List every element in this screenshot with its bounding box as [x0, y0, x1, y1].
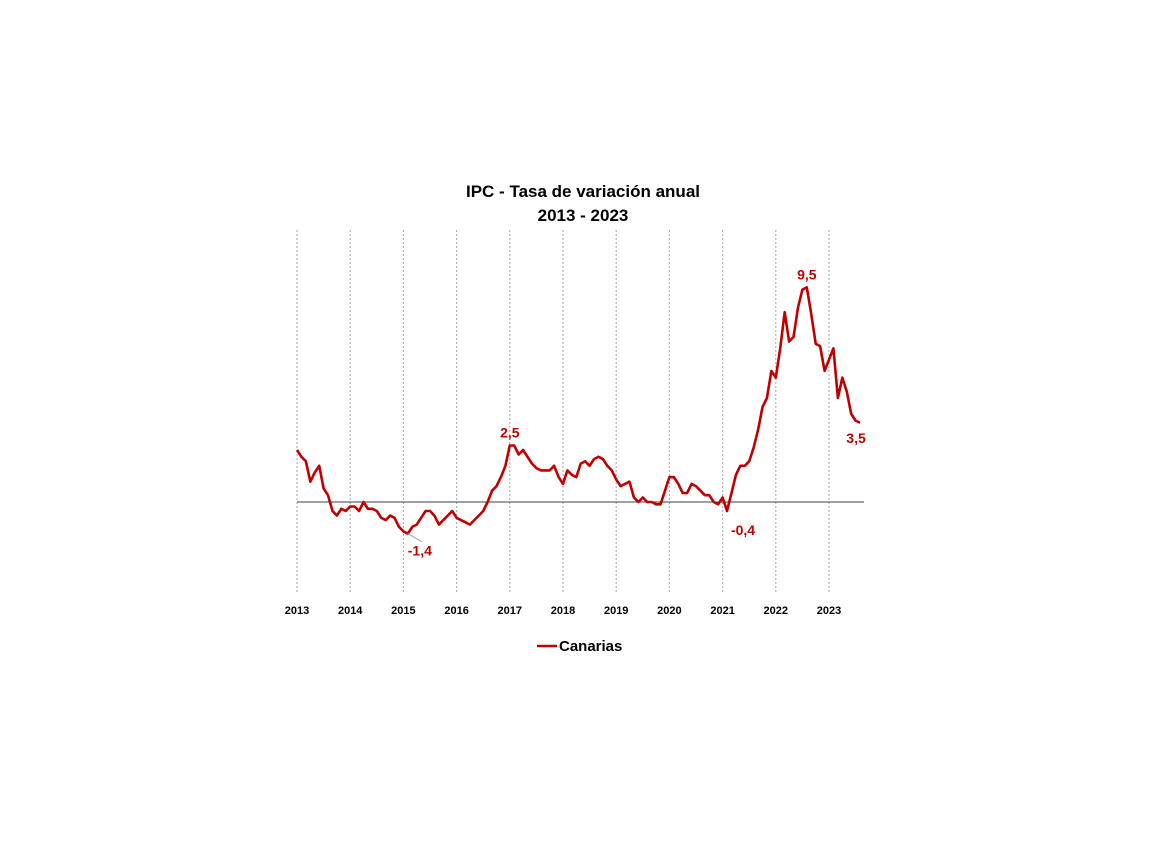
x-tick-label: 2015 [391, 605, 415, 617]
x-tick-label: 2020 [657, 605, 681, 617]
data-label: 2,5 [500, 425, 520, 441]
x-tick-label: 2013 [285, 605, 309, 617]
legend-label-canarias: Canarias [559, 638, 622, 655]
x-tick-label: 2021 [710, 605, 734, 617]
chart-subtitle: 2013 - 2023 [538, 206, 629, 225]
x-tick-label: 2017 [498, 605, 522, 617]
annotation-leader [407, 533, 423, 543]
gridlines [296, 230, 830, 592]
data-label: 3,5 [846, 430, 866, 446]
x-axis-ticks: 2013 2014 2015 2016 2017 2018 2019 2020 2021 2022… [285, 605, 841, 617]
data-label: -0,4 [731, 522, 755, 538]
annotations: -1,4 2,5 -0,4 9,5 3,5 [407, 266, 866, 559]
data-label: 9,5 [797, 266, 817, 282]
data-label: -1,4 [408, 543, 432, 559]
x-tick-label: 2014 [338, 605, 363, 617]
x-tick-label: 2022 [764, 605, 788, 617]
x-tick-label: 2016 [444, 605, 468, 617]
x-tick-label: 2018 [551, 605, 575, 617]
x-tick-label: 2019 [604, 605, 628, 617]
series-line-canarias [295, 286, 861, 535]
legend: Canarias [537, 638, 622, 655]
chart-title: IPC - Tasa de variación anual [466, 182, 700, 201]
x-tick-label: 2023 [817, 605, 841, 617]
